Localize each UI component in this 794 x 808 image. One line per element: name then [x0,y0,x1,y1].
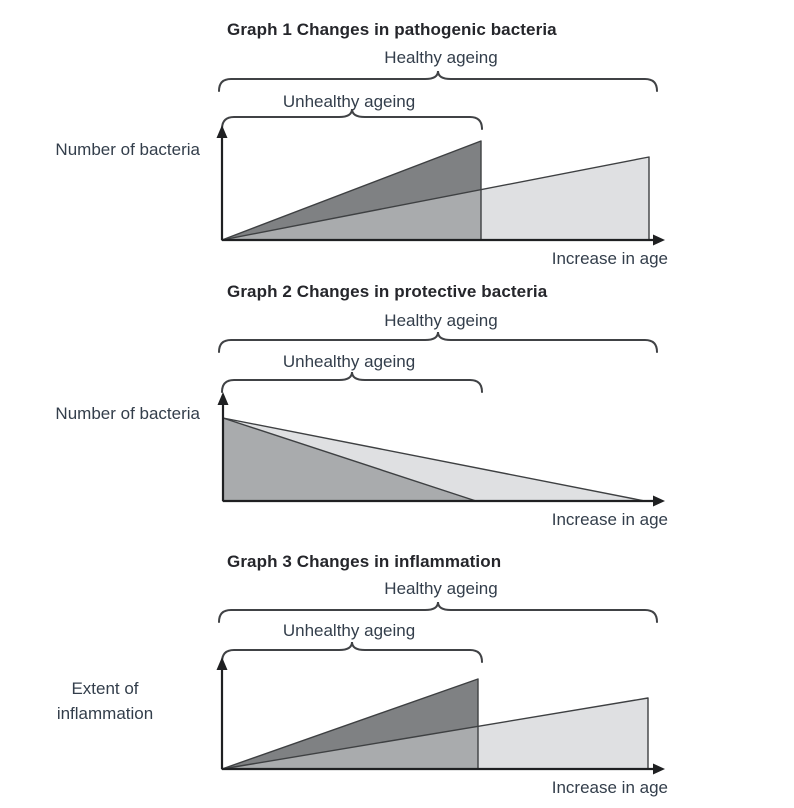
graph3-title: Graph 3 Changes in inflammation [227,552,502,571]
graph2-x-axis-arrowhead [653,495,665,507]
graph3-plot [216,657,665,775]
healthy-brace-path [218,70,658,92]
graph1-title: Graph 1 Changes in pathogenic bacteria [227,20,557,39]
graph1-healthy-brace [218,70,658,92]
graph1-healthy-ageing-label: Healthy ageing [384,48,498,67]
graph3-x-axis-arrowhead [653,763,665,775]
graph2-y-axis-label: Number of bacteria [55,404,200,423]
graph3-healthy-region [478,698,648,769]
healthy-brace-path [218,331,658,353]
unhealthy-brace-path [221,641,483,663]
graph2-unhealthy-brace [221,371,483,393]
graph2-unhealthy-ageing-label: Unhealthy ageing [282,352,416,371]
graph3-x-axis-label: Increase in age [551,778,668,797]
healthy-brace-path [218,601,658,623]
graph2-y-axis-arrowhead [217,392,229,405]
graph1-x-axis-label: Increase in age [551,249,668,268]
graph1-unhealthy-ageing-label: Unhealthy ageing [282,92,416,111]
unhealthy-brace-path [221,371,483,393]
graph3-y-axis-arrowhead [216,657,228,670]
graph2-healthy-brace [218,331,658,353]
graph3-healthy-brace [218,601,658,623]
graph3-y-axis-label-line2: inflammation [56,704,154,723]
graph1-y-axis-arrowhead [216,125,228,138]
graph3-unhealthy-ageing-label: Unhealthy ageing [282,621,416,640]
graph1-healthy-region [481,157,649,240]
graph1-x-axis-arrowhead [653,234,665,246]
graph1-unhealthy-brace [221,108,483,130]
graph1-y-axis-label: Number of bacteria [55,140,200,159]
graph3-healthy-ageing-label: Healthy ageing [384,579,498,598]
graph2-healthy-ageing-label: Healthy ageing [384,311,498,330]
unhealthy-brace-path [221,108,483,130]
graph3-y-axis-label-line1: Extent of [71,679,139,698]
graph3-unhealthy-brace [221,641,483,663]
graph2-plot [217,392,665,507]
graph2-title: Graph 2 Changes in protective bacteria [227,282,548,301]
graph3-y-axis-label: Extent of inflammation [30,676,180,726]
graph2-x-axis-label: Increase in age [551,510,668,529]
graph1-plot [216,125,665,246]
